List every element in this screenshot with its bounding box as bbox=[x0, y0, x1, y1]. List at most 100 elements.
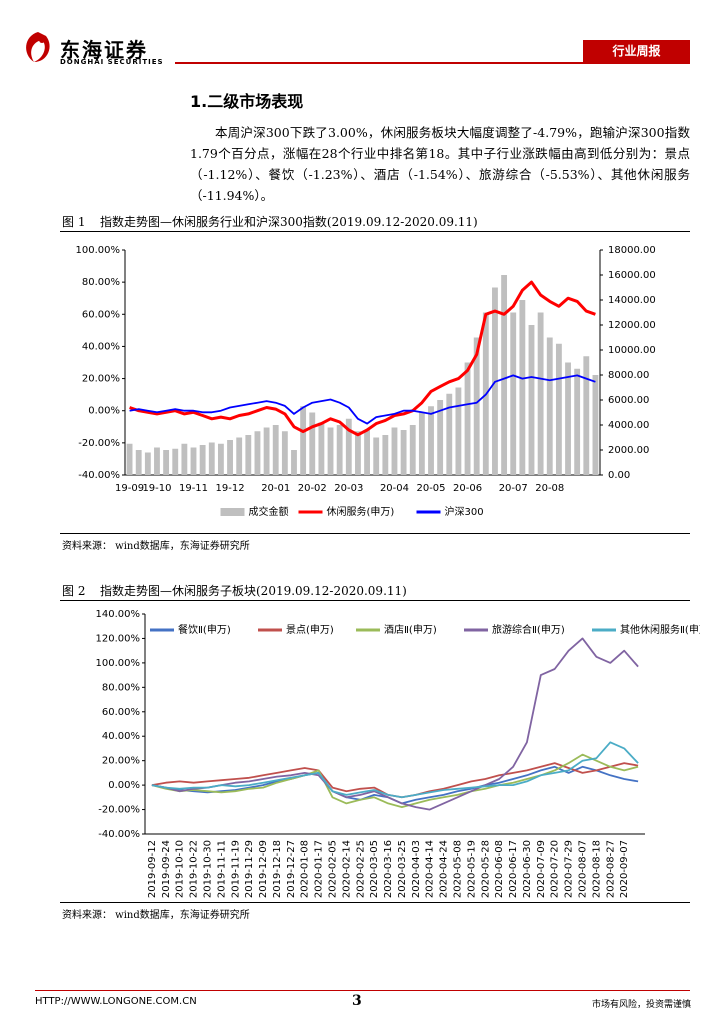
bar bbox=[592, 375, 599, 475]
x-tick-label: 2019-12-09 bbox=[258, 840, 269, 898]
bar bbox=[336, 425, 343, 475]
y-tick-label: 60.00% bbox=[102, 707, 140, 718]
legend-label: 成交金额 bbox=[249, 505, 289, 518]
source-rule bbox=[60, 902, 690, 903]
legend-label: 休闲服务(申万) bbox=[327, 505, 395, 518]
x-tick-label: 2020-06-17 bbox=[508, 840, 519, 898]
y2-tick-label: 14000.00 bbox=[608, 295, 656, 306]
bar bbox=[583, 356, 590, 475]
x-tick-label: 2020-08-18 bbox=[591, 840, 602, 898]
x-tick-label: 2019-10-10 bbox=[175, 840, 186, 898]
y2-tick-label: 12000.00 bbox=[608, 320, 656, 331]
figure-label: 图 1 bbox=[62, 215, 86, 229]
bar bbox=[217, 443, 224, 475]
bar bbox=[291, 450, 297, 475]
x-tick-label: 19-11 bbox=[179, 483, 208, 494]
y2-tick-label: 4000.00 bbox=[608, 420, 649, 431]
bar bbox=[574, 368, 581, 475]
y-tick-label: 40.00% bbox=[82, 341, 120, 352]
caption-rule bbox=[60, 600, 690, 601]
bar bbox=[163, 450, 170, 475]
x-tick-label: 2020-07-29 bbox=[564, 840, 575, 898]
y-tick-label: 60.00% bbox=[82, 309, 120, 320]
x-tick-label: 2019-12-27 bbox=[286, 840, 297, 898]
x-tick-label: 2020-01-17 bbox=[314, 840, 325, 898]
legend-label: 酒店Ⅱ(申万) bbox=[384, 623, 437, 636]
x-tick-label: 2020-04-14 bbox=[425, 840, 436, 898]
bar bbox=[546, 337, 553, 475]
bar bbox=[309, 412, 316, 475]
y-tick-label: 100.00% bbox=[76, 245, 121, 256]
bar bbox=[355, 431, 361, 475]
y-tick-label: 140.00% bbox=[96, 609, 141, 620]
bar bbox=[208, 442, 215, 475]
x-tick-label: 2020-09-07 bbox=[619, 840, 630, 898]
x-tick-label: 2020-07-09 bbox=[536, 840, 547, 898]
bar bbox=[555, 343, 562, 475]
legend-label: 其他休闲服务Ⅱ(申万) bbox=[620, 623, 700, 636]
bar bbox=[373, 437, 380, 475]
bar bbox=[327, 427, 334, 475]
x-tick-label: 2019-11-19 bbox=[230, 840, 241, 898]
bar bbox=[537, 312, 544, 475]
bar bbox=[391, 427, 398, 475]
y-tick-label: 120.00% bbox=[96, 633, 141, 644]
x-tick-label: 2019-10-30 bbox=[203, 840, 214, 898]
bar bbox=[281, 431, 288, 475]
figure-caption: 指数走势图—休闲服务子板块(2019.09.12-2020.09.11) bbox=[100, 584, 407, 598]
bar bbox=[144, 452, 151, 475]
x-tick-label: 2020-03-05 bbox=[369, 840, 380, 898]
y2-tick-label: 16000.00 bbox=[608, 270, 656, 281]
y-tick-label: 80.00% bbox=[102, 682, 140, 693]
line bbox=[151, 741, 639, 799]
bar bbox=[428, 406, 434, 475]
y-tick-label: -20.00% bbox=[98, 805, 140, 816]
line bbox=[151, 753, 639, 808]
x-tick-label: 20-05 bbox=[416, 483, 445, 494]
bar bbox=[382, 435, 389, 475]
bar bbox=[565, 362, 571, 475]
y2-tick-label: 8000.00 bbox=[608, 370, 649, 381]
x-tick-label: 20-04 bbox=[380, 483, 409, 494]
x-tick-label: 19-09 bbox=[115, 483, 144, 494]
y-tick-label: -40.00% bbox=[98, 829, 140, 840]
section-title: 1.二级市场表现 bbox=[190, 92, 304, 111]
x-tick-label: 20-08 bbox=[535, 483, 564, 494]
x-tick-label: 19-10 bbox=[142, 483, 171, 494]
y2-tick-label: 18000.00 bbox=[608, 245, 656, 256]
x-tick-label: 2020-02-25 bbox=[355, 840, 366, 898]
footer-url: HTTP://WWW.LONGONE.COM.CN bbox=[35, 996, 197, 1007]
line bbox=[129, 374, 596, 425]
figure-label: 图 2 bbox=[62, 584, 86, 598]
y-tick-label: 0.00% bbox=[108, 780, 140, 791]
x-tick-label: 2019-12-18 bbox=[272, 840, 283, 898]
y-tick-label: 0.00% bbox=[88, 406, 120, 417]
bar bbox=[199, 445, 206, 475]
y2-tick-label: 6000.00 bbox=[608, 395, 649, 406]
bar bbox=[501, 275, 508, 475]
bar bbox=[236, 437, 243, 475]
y-tick-label: 20.00% bbox=[102, 756, 140, 767]
x-tick-label: 2020-04-24 bbox=[439, 840, 450, 898]
y-tick-label: 20.00% bbox=[82, 374, 120, 385]
y-tick-label: 100.00% bbox=[96, 658, 141, 669]
brand-en: DONGHAI SECURITIES bbox=[60, 58, 164, 66]
y2-tick-label: 2000.00 bbox=[608, 445, 649, 456]
bar bbox=[418, 412, 425, 475]
x-tick-label: 2019-11-29 bbox=[244, 840, 255, 898]
bar bbox=[409, 425, 416, 475]
bar bbox=[172, 448, 179, 475]
logo-mark bbox=[26, 32, 50, 62]
y-tick-label: -20.00% bbox=[78, 438, 120, 449]
x-tick-label: 2020-02-05 bbox=[328, 840, 339, 898]
x-tick-label: 20-02 bbox=[298, 483, 327, 494]
bar bbox=[227, 440, 233, 475]
x-tick-label: 2020-07-20 bbox=[550, 840, 561, 898]
bar bbox=[190, 447, 197, 475]
legend-swatch bbox=[220, 508, 245, 516]
bar bbox=[455, 387, 462, 475]
x-tick-label: 2020-06-30 bbox=[522, 840, 533, 898]
source: 资料来源： wind数据库，东海证券研究所 bbox=[62, 541, 250, 552]
bar bbox=[254, 431, 261, 475]
x-tick-label: 20-03 bbox=[334, 483, 363, 494]
